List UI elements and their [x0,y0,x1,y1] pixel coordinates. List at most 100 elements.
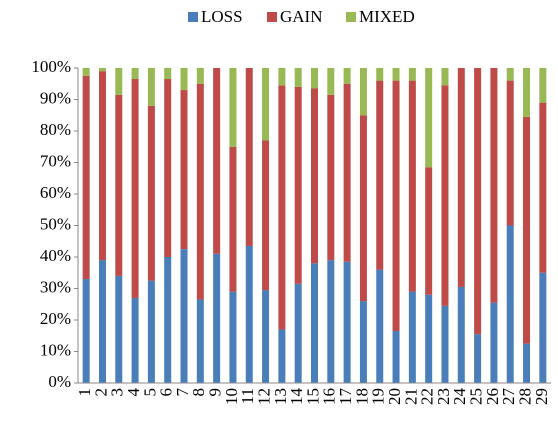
bar-segment [408,68,416,81]
x-tick-label: 5 [140,388,159,397]
x-tick-label: 12 [254,388,273,405]
bar-segment [523,68,531,117]
x-tick-label: 24 [450,388,469,406]
x-tick-label: 21 [401,388,420,405]
bar-segment [490,68,498,303]
x-tick-label: 27 [499,388,518,406]
bar-segment [196,83,204,300]
bar-segment [376,68,384,81]
bar-segment [213,68,221,254]
bar-segment [278,329,286,383]
bar-segment [327,260,335,383]
bar-segment [392,331,400,383]
y-tick-label: 20% [40,309,71,328]
x-tick-label: 16 [320,388,339,405]
bar-segment [180,90,188,250]
bar-segment [343,68,351,84]
bar-segment [147,105,155,281]
x-tick-label: 4 [124,388,143,397]
bar-segment [376,80,384,270]
bar-segment [278,68,286,86]
x-tick-label: 3 [108,388,127,397]
bar-segment [408,291,416,383]
bar-segment [441,305,449,383]
y-tick-label: 50% [40,214,71,233]
x-tick-label: 18 [352,388,371,405]
bar-segment [441,85,449,306]
bar-segment [213,253,221,383]
bar-segment [229,68,237,147]
bar-segment [490,302,498,383]
bar-segment [164,68,172,80]
bar-segment [115,94,123,276]
bar-segment [294,68,302,87]
y-tick-label: 0% [48,372,71,391]
bar-segment [294,86,302,284]
x-tick-label: 8 [189,388,208,397]
y-tick-label: 40% [40,246,71,265]
bar-segment [359,68,367,116]
legend-swatch [188,12,198,22]
bar-segment [523,116,531,344]
bar-segment [343,83,351,262]
bar-segment [506,225,514,383]
y-tick-label: 60% [40,183,71,202]
bar-segment [539,272,547,383]
x-tick-label: 23 [434,388,453,405]
bar-segment [98,260,106,383]
bar-segment [229,291,237,383]
bar-segment [98,68,106,72]
bar-segment [196,299,204,383]
bar-segment [131,79,139,298]
bar-segment [311,88,318,264]
bar-segment [441,68,449,86]
x-tick-label: 7 [173,388,192,397]
bar-segment [262,290,270,383]
legend-label: GAIN [280,7,323,26]
bar-segment [180,68,188,91]
legend-label: LOSS [201,7,243,26]
bar-segment [457,286,465,383]
x-tick-label: 26 [483,388,502,405]
bar-segment [506,68,514,81]
bar-segment [82,68,90,76]
bar-segment [425,294,433,383]
x-tick-label: 28 [515,388,534,405]
bar-segment [278,85,286,330]
bar-segment [262,140,270,291]
bar-segment [327,68,335,95]
x-tick-label: 2 [91,388,110,397]
x-tick-label: 13 [271,388,290,405]
y-tick-label: 30% [40,277,71,296]
x-tick-label: 17 [336,388,355,406]
bar-segment [359,301,367,383]
x-tick-label: 9 [206,388,225,397]
bar-segment [82,279,90,383]
bar-segment [245,68,253,246]
bar-segment [506,80,514,226]
bar-segment [474,68,482,335]
bar-segment [82,75,90,280]
x-tick-label: 14 [287,388,306,406]
bar-segment [180,249,188,383]
bar-segment [457,68,465,287]
bar-segment [425,68,433,168]
bar-segment [131,297,139,383]
bar-segment [359,115,367,302]
bar-segment [115,275,123,383]
bar-segment [408,80,416,292]
x-tick-label: 25 [467,388,486,405]
bar-segment [425,167,433,295]
legend-swatch [346,12,356,22]
bar-segment [294,283,302,383]
y-tick-label: 80% [40,120,71,139]
bar-segment [474,334,482,383]
legend-label: MIXED [359,7,415,26]
bar-segment [392,68,400,81]
x-tick-label: 11 [238,388,257,404]
bar-segment [392,80,400,332]
bar-segment [311,263,318,383]
bar-segment [147,280,155,383]
bar-segment [164,257,172,383]
